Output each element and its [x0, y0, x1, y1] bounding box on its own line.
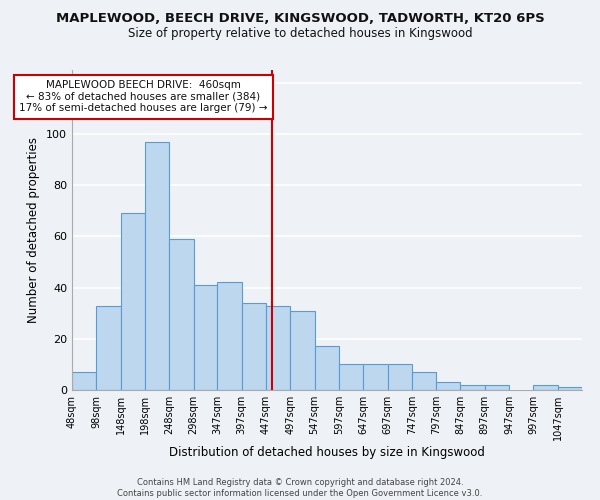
- Bar: [72, 372, 97, 390]
- Bar: [339, 364, 363, 390]
- Bar: [217, 282, 242, 390]
- Bar: [121, 214, 145, 390]
- Bar: [266, 306, 290, 390]
- Bar: [314, 346, 339, 390]
- Text: Contains HM Land Registry data © Crown copyright and database right 2024.
Contai: Contains HM Land Registry data © Crown c…: [118, 478, 482, 498]
- Text: MAPLEWOOD BEECH DRIVE:  460sqm
← 83% of detached houses are smaller (384)
17% of: MAPLEWOOD BEECH DRIVE: 460sqm ← 83% of d…: [19, 80, 268, 114]
- Bar: [194, 285, 217, 390]
- Text: MAPLEWOOD, BEECH DRIVE, KINGSWOOD, TADWORTH, KT20 6PS: MAPLEWOOD, BEECH DRIVE, KINGSWOOD, TADWO…: [56, 12, 544, 26]
- Bar: [145, 142, 169, 390]
- Y-axis label: Number of detached properties: Number of detached properties: [28, 137, 40, 323]
- X-axis label: Distribution of detached houses by size in Kingswood: Distribution of detached houses by size …: [169, 446, 485, 459]
- Bar: [557, 388, 582, 390]
- Bar: [97, 306, 121, 390]
- Text: Size of property relative to detached houses in Kingswood: Size of property relative to detached ho…: [128, 28, 472, 40]
- Bar: [460, 385, 485, 390]
- Bar: [242, 303, 266, 390]
- Bar: [290, 310, 314, 390]
- Bar: [169, 239, 194, 390]
- Bar: [412, 372, 436, 390]
- Bar: [388, 364, 412, 390]
- Bar: [533, 385, 557, 390]
- Bar: [485, 385, 509, 390]
- Bar: [436, 382, 460, 390]
- Bar: [363, 364, 388, 390]
